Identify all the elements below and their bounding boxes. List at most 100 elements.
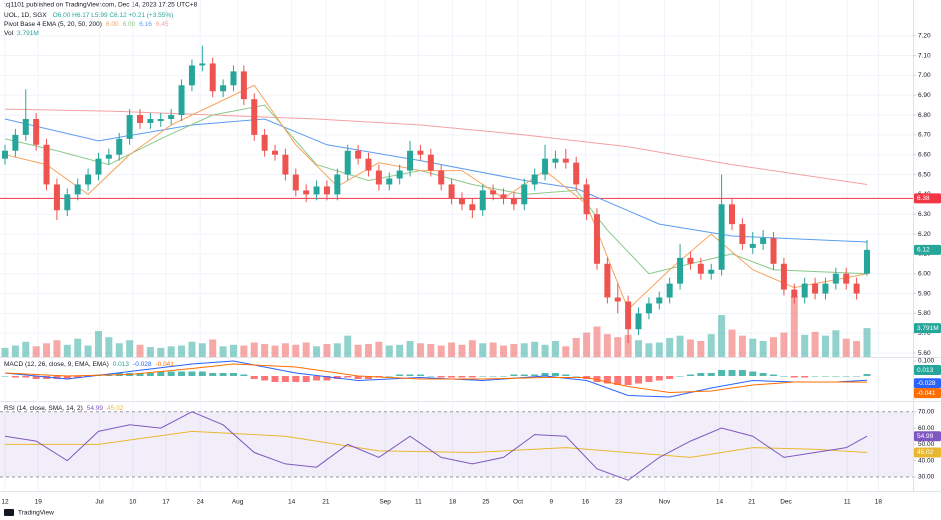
macd-histogram-bar — [427, 376, 435, 377]
candle-body — [188, 65, 195, 86]
macd-histogram-bar — [11, 376, 19, 378]
candle-body — [116, 138, 123, 155]
ema-value: 6.16 — [139, 21, 152, 28]
macd-histogram-bar — [354, 376, 362, 379]
y-tick-label: 50.00 — [918, 441, 935, 448]
x-tick-label: 12 — [1, 499, 9, 506]
hline-tag-bg — [914, 193, 941, 204]
x-tick-label: 18 — [449, 499, 457, 506]
volume-bar — [178, 345, 186, 357]
candle-body — [407, 150, 414, 171]
macd-histogram-bar — [614, 376, 622, 385]
candle-body — [739, 224, 746, 244]
volume-tag: 3.791M — [917, 325, 939, 332]
volume-bar — [697, 340, 705, 357]
candle-body — [791, 289, 798, 298]
macd-line — [4, 363, 868, 394]
candle-body — [749, 243, 756, 248]
volume-bar — [1, 347, 9, 357]
volume-bar — [790, 296, 798, 357]
rsi-tag-bg — [914, 447, 941, 458]
macd-histogram-bar — [468, 376, 476, 378]
macd-histogram-bar — [22, 376, 30, 378]
volume-bar — [801, 334, 809, 357]
candle-body — [209, 63, 216, 92]
x-tick-label: Nov — [659, 499, 671, 506]
candle-body — [22, 119, 29, 135]
candle-body — [282, 154, 289, 175]
volume-bar — [105, 337, 113, 357]
volume-bar — [531, 341, 539, 357]
x-tick-label: Aug — [232, 499, 244, 506]
macd-histogram-bar — [323, 376, 331, 381]
candle-body — [157, 119, 164, 121]
macd-histogram-bar — [686, 374, 694, 376]
x-tick-label: 9 — [549, 499, 553, 506]
volume-bar — [707, 334, 715, 357]
candle-body — [137, 115, 144, 123]
candle-body — [500, 194, 507, 199]
macd-histogram-bar — [157, 371, 165, 376]
x-tick-label: 14 — [716, 499, 724, 506]
macd-histogram-bar — [780, 376, 788, 377]
macd-histogram-bar — [167, 371, 175, 376]
macd-histogram-bar — [136, 373, 144, 376]
volume-bar — [759, 340, 767, 357]
y-tick-label: 6.70 — [918, 132, 931, 139]
macd-histogram-bar — [541, 373, 549, 376]
candle-body — [479, 190, 486, 211]
candle-body — [199, 63, 206, 66]
x-tick-label: 11 — [844, 499, 851, 506]
volume-bar — [396, 344, 404, 357]
x-tick-label: Sep — [379, 499, 391, 506]
macd-histogram-bar — [790, 376, 798, 378]
macd-histogram-bar — [676, 376, 684, 377]
macd-tag-bg — [914, 388, 941, 399]
volume-bar — [853, 340, 861, 357]
candle-body — [812, 283, 819, 294]
symbol-legend: UOL, 1D, SGX O6.00 H6.17 L5.99 C6.12 +0.2… — [4, 12, 173, 19]
volume-bar — [614, 337, 622, 357]
candle-body — [375, 170, 382, 185]
ema-line — [4, 104, 868, 275]
candle-body — [240, 71, 247, 100]
candle-body — [510, 198, 517, 205]
candle-body — [770, 238, 777, 264]
y-tick-label: 6.90 — [918, 92, 931, 99]
volume-bar — [63, 344, 71, 357]
candle-body — [53, 184, 60, 211]
candle-body — [552, 158, 559, 163]
volume-bar — [676, 335, 684, 357]
macd-value: -0.028 — [133, 361, 152, 368]
candle-body — [687, 257, 694, 264]
macd-histogram-bar — [520, 374, 528, 376]
candle-body — [74, 184, 81, 195]
ema-value: 6.00 — [123, 21, 136, 28]
volume-bar — [261, 344, 269, 357]
volume-bar — [811, 331, 819, 357]
candle-body — [365, 158, 372, 171]
macd-histogram-bar — [500, 376, 508, 377]
y-tick-label: 7.10 — [918, 52, 931, 59]
volume-bar — [832, 330, 840, 357]
candle-body — [864, 249, 870, 274]
macd-tag: -0.028 — [917, 380, 936, 387]
volume-bar — [406, 340, 414, 357]
candle-body — [728, 204, 735, 225]
volume-bar — [780, 332, 788, 357]
candle-body — [95, 158, 102, 175]
ema-title: Pivot Base 4 EMA (5, 20, 50, 200) — [4, 21, 102, 28]
candle-body — [760, 238, 767, 244]
rsi-title: RSI (14, close, SMA, 14, 2) — [4, 405, 83, 412]
volume-bar — [375, 341, 383, 357]
volume-bar — [572, 337, 580, 357]
macd-histogram-bar — [406, 374, 414, 376]
y-tick-label: 5.60 — [918, 350, 931, 357]
volume-bar — [94, 331, 102, 357]
rsi-tag: 45.02 — [917, 449, 934, 456]
rsi-line — [4, 411, 868, 481]
volume-bar — [229, 344, 237, 357]
macd-histogram-bar — [811, 376, 819, 377]
x-tick-label: 11 — [415, 499, 422, 506]
